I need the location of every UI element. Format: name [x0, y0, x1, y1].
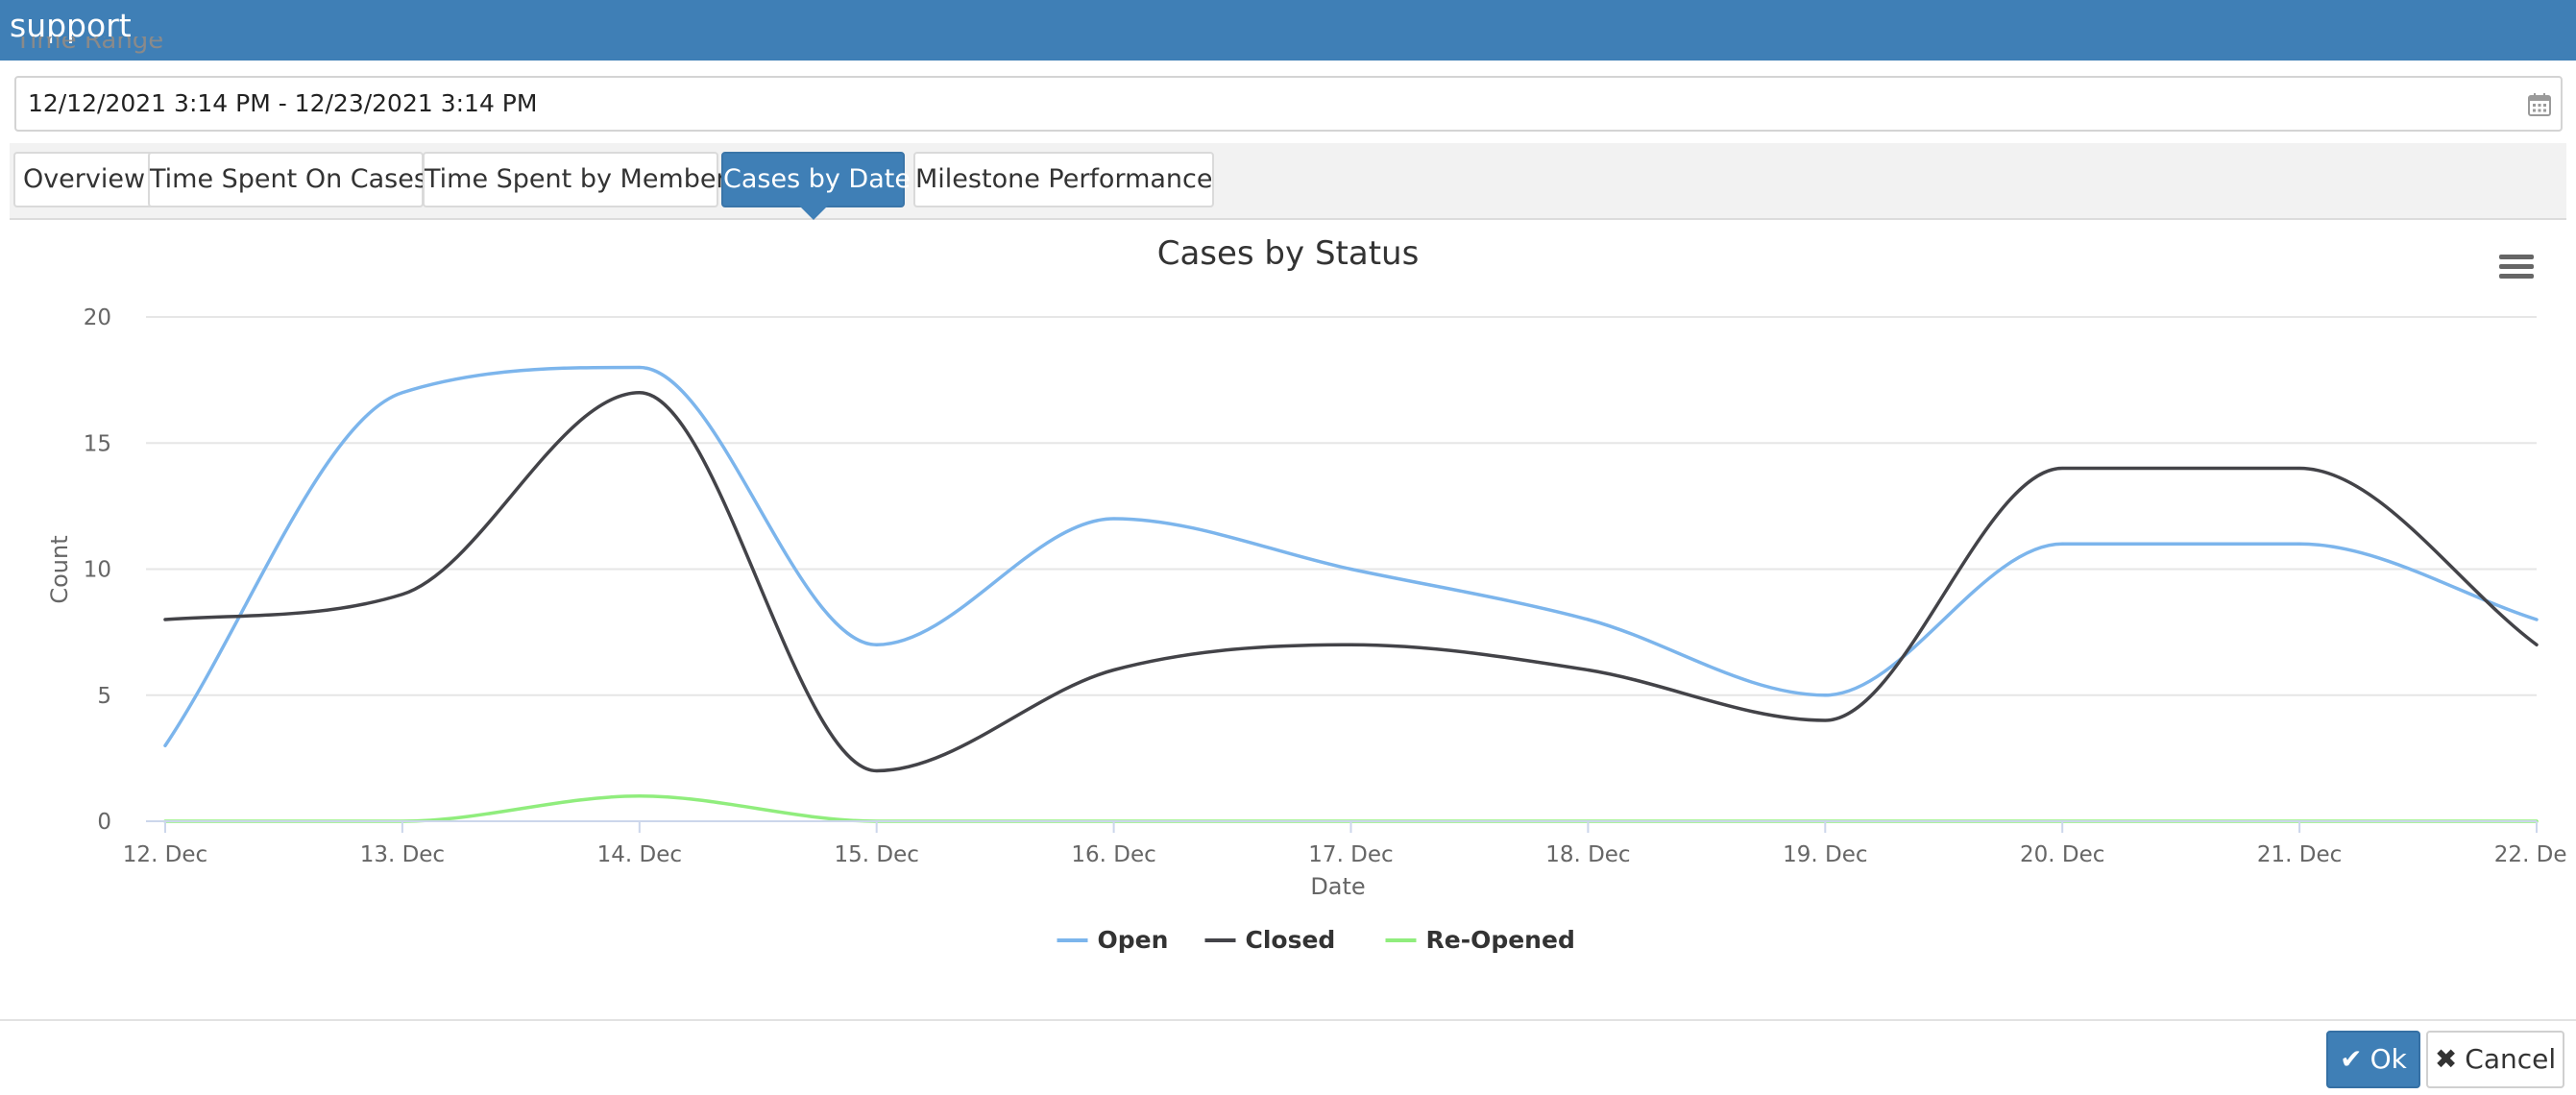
legend-item-closed[interactable]: Closed	[1204, 926, 1336, 954]
data-point	[875, 769, 879, 773]
data-point	[1112, 517, 1116, 521]
legend-item-re-opened[interactable]: Re-Opened	[1385, 926, 1575, 954]
data-point	[163, 618, 167, 621]
y-tick-label: 20	[84, 305, 111, 330]
series-re-opened	[163, 794, 2539, 823]
data-point	[1823, 718, 1827, 722]
report-tabs: Overview Time Spent On Cases Time Spent …	[10, 143, 2566, 220]
data-point	[875, 643, 879, 646]
x-icon: ✖	[2434, 1043, 2458, 1075]
data-point	[638, 366, 642, 370]
x-tick-label: 20. Dec	[2020, 842, 2104, 867]
data-point	[2535, 618, 2539, 621]
x-tick-label: 19. Dec	[1783, 842, 1867, 867]
data-point	[1112, 669, 1116, 672]
x-tick-label: 21. Dec	[2257, 842, 2342, 867]
hamburger-menu-icon[interactable]	[2499, 255, 2534, 279]
data-point	[638, 794, 642, 798]
data-point	[1823, 694, 1827, 697]
data-point	[163, 743, 167, 747]
tab-overview[interactable]: Overview	[13, 152, 155, 207]
tab-cases-by-date[interactable]: Cases by Date	[721, 152, 911, 220]
x-tick-label: 14. Dec	[597, 842, 682, 867]
x-tick-label: 16. Dec	[1071, 842, 1155, 867]
legend-item-open[interactable]: Open	[1057, 926, 1169, 954]
tab-time-spent-on-cases[interactable]: Time Spent On Cases	[148, 152, 427, 207]
cases-by-status-chart: 0 5 10 15 20 12. Dec 13. Dec 14. Dec 15. Dec 16. …	[46, 234, 2566, 954]
data-point	[2060, 542, 2064, 546]
legend-label: Open	[1098, 926, 1169, 954]
series-line-re-opened	[163, 794, 2539, 823]
time-range-value: 12/12/2021 3:14 PM - 12/23/2021 3:14 PM	[28, 89, 538, 117]
y-tick-label: 10	[84, 558, 111, 583]
data-point	[401, 391, 404, 395]
y-axis-title: Count	[46, 535, 73, 603]
data-point	[1349, 643, 1353, 646]
chart-axes: 0 5 10 15 20 12. Dec 13. Dec 14. Dec 15. Dec 16. …	[84, 305, 2566, 867]
tab-time-spent-by-member[interactable]: Time Spent by Member	[423, 152, 727, 207]
x-tick-label: 17. Dec	[1308, 842, 1393, 867]
x-tick-label: 15. Dec	[834, 842, 918, 867]
footer-divider	[0, 1019, 2576, 1021]
time-range-input[interactable]: 12/12/2021 3:14 PM - 12/23/2021 3:14 PM	[14, 76, 2563, 132]
data-point	[638, 391, 642, 395]
calendar-icon[interactable]	[2526, 91, 2553, 118]
checkmark-icon: ✔	[2340, 1043, 2363, 1075]
y-tick-label: 0	[97, 810, 111, 835]
x-tick-label: 12. Dec	[123, 842, 207, 867]
data-point	[2297, 467, 2301, 471]
grid-lines	[146, 316, 2537, 822]
series-line-open	[163, 365, 2539, 747]
x-axis-title: Date	[1310, 873, 1365, 900]
time-range-label: Time Range	[15, 36, 164, 55]
series-open	[163, 365, 2539, 747]
chart-series	[163, 365, 2539, 823]
window-title: support	[10, 7, 132, 44]
chart-title: Cases by Status	[1157, 234, 1420, 273]
series-closed	[163, 391, 2539, 773]
data-point	[2535, 643, 2539, 646]
ok-button[interactable]: ✔ Ok	[2326, 1031, 2420, 1088]
legend-label: Closed	[1246, 926, 1336, 954]
chart-legend: Open Closed Re-Opened	[1057, 926, 1575, 954]
data-point	[1586, 618, 1590, 621]
legend-label: Re-Opened	[1426, 926, 1575, 954]
tab-milestone-performance[interactable]: Milestone Performance	[913, 152, 1214, 207]
data-point	[1586, 669, 1590, 672]
window-title-bar: support	[0, 0, 2576, 61]
x-tick-label: 13. Dec	[360, 842, 445, 867]
data-point	[1349, 568, 1353, 572]
x-tick-label: 18. Dec	[1545, 842, 1630, 867]
data-point	[401, 593, 404, 596]
data-point	[2297, 542, 2301, 546]
y-tick-label: 5	[97, 684, 111, 709]
y-tick-label: 15	[84, 431, 111, 456]
x-tick-label: 22. Dec	[2494, 842, 2566, 867]
active-tab-pointer	[798, 206, 828, 220]
data-point	[2060, 467, 2064, 471]
cancel-button[interactable]: ✖ Cancel	[2426, 1031, 2564, 1088]
series-line-closed	[163, 391, 2539, 773]
